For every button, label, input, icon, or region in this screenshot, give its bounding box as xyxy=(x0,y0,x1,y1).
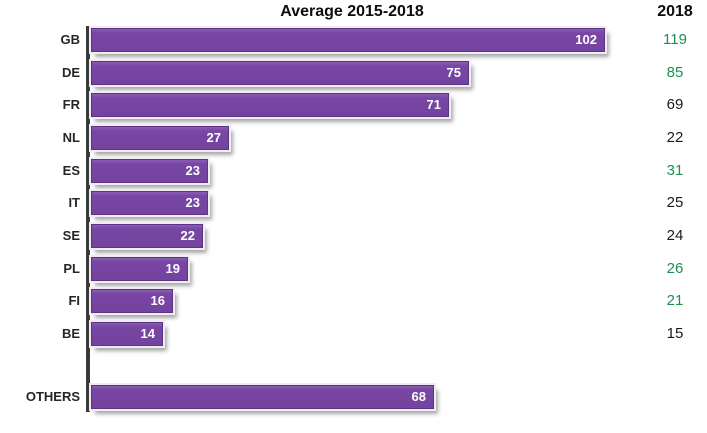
column-header-2018: 2018 xyxy=(657,3,693,20)
category-label-fi: FI xyxy=(68,293,80,308)
bar-value-label: 102 xyxy=(575,32,597,47)
bar-value-label: 68 xyxy=(411,389,426,404)
bar-value-label: 22 xyxy=(180,228,195,243)
bar-nl: 27 xyxy=(91,126,229,150)
category-label-fr: FR xyxy=(62,97,80,112)
category-label-it: IT xyxy=(68,195,80,210)
category-label-se: SE xyxy=(62,228,80,243)
category-label-de: DE xyxy=(61,65,80,80)
value-2018-se: 24 xyxy=(666,227,684,244)
value-2018-pl: 26 xyxy=(666,260,684,277)
value-2018-it: 25 xyxy=(666,194,684,211)
bar-es: 23 xyxy=(91,159,208,183)
bar-value-label: 23 xyxy=(185,195,200,210)
bar-se: 22 xyxy=(91,224,203,248)
value-2018-de: 85 xyxy=(666,64,684,81)
y-axis-line xyxy=(86,26,90,412)
value-2018-fr: 69 xyxy=(666,96,684,113)
bar-value-label: 16 xyxy=(150,293,165,308)
bar-value-label: 27 xyxy=(206,130,221,145)
bar-value-label: 71 xyxy=(426,97,441,112)
chart-title: Average 2015-2018 xyxy=(280,3,424,20)
bar-de: 75 xyxy=(91,61,469,85)
value-2018-fi: 21 xyxy=(666,292,684,309)
bar-value-label: 75 xyxy=(446,65,461,80)
category-label-pl: PL xyxy=(63,261,80,276)
value-2018-gb: 119 xyxy=(663,31,687,48)
value-2018-nl: 22 xyxy=(666,129,684,146)
category-label-others: OTHERS xyxy=(25,389,80,404)
category-label-es: ES xyxy=(62,163,80,178)
bar-value-label: 14 xyxy=(140,326,155,341)
bar-fi: 16 xyxy=(91,289,173,313)
value-2018-be: 15 xyxy=(666,325,684,342)
bar-others: 68 xyxy=(91,385,434,409)
value-2018-es: 31 xyxy=(666,162,684,179)
category-label-nl: NL xyxy=(62,130,80,145)
bar-gb: 102 xyxy=(91,28,605,52)
category-label-be: BE xyxy=(61,326,80,341)
bar-be: 14 xyxy=(91,322,163,346)
bar-value-label: 23 xyxy=(185,163,200,178)
bar-value-label: 19 xyxy=(165,261,180,276)
bar-pl: 19 xyxy=(91,257,188,281)
category-label-gb: GB xyxy=(60,32,81,47)
bar-fr: 71 xyxy=(91,93,449,117)
bar-it: 23 xyxy=(91,191,208,215)
